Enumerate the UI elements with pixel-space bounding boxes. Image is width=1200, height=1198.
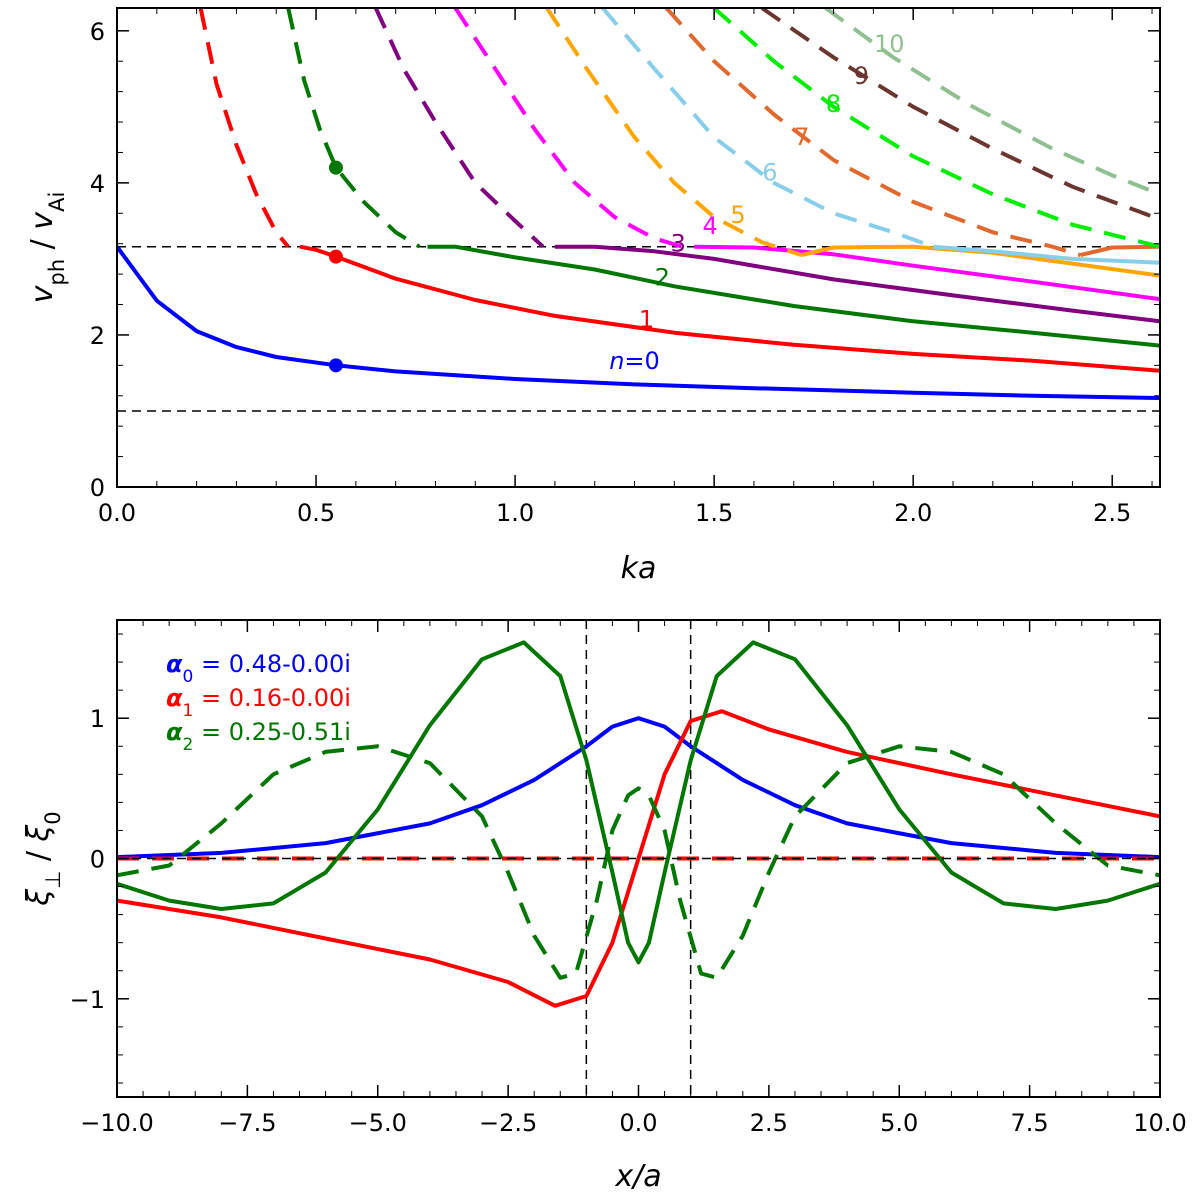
- dispersion-curve-dashed: [664, 8, 1081, 258]
- y-label-main2: v: [25, 211, 60, 230]
- y-tick-label: −1: [70, 986, 105, 1014]
- dispersion-curve-dashed: [453, 8, 683, 249]
- dispersion-curve-solid: [427, 244, 1160, 348]
- axes-frame: [116, 619, 1161, 1098]
- axes-frame: [116, 7, 1161, 488]
- curve-label: 8: [826, 90, 841, 118]
- curve-label: 6: [762, 159, 777, 187]
- x-tick-label: 7.5: [1011, 1109, 1049, 1137]
- eigenfunction-real-solid: [117, 716, 1160, 860]
- y-tick-label: 0: [90, 846, 105, 874]
- marker-point: [328, 358, 343, 373]
- plot-area: [117, 8, 1160, 412]
- y-tick-label: 0: [90, 474, 105, 502]
- dispersion-curve-dashed: [760, 8, 1160, 222]
- dispersion-curve-dashed: [712, 8, 1160, 249]
- x-tick-label: −2.5: [479, 1109, 537, 1137]
- curve-label-suffix: =0: [624, 347, 659, 375]
- y-label-sep: /: [21, 841, 56, 870]
- dispersion-curve-dashed: [198, 8, 290, 248]
- dispersion-curve-dashed: [601, 8, 934, 249]
- y-label-sub: ph: [45, 259, 69, 286]
- dispersion-curve-solid: [1079, 244, 1160, 258]
- legend-symbol: α: [166, 684, 183, 712]
- curve-label: 1: [639, 305, 654, 333]
- dispersion-curve-solid: [554, 244, 1160, 324]
- y-label-main2: ξ: [21, 824, 56, 842]
- legend-entry: α2 = 0.25-0.51i: [166, 718, 351, 755]
- marker-point: [328, 249, 343, 264]
- plot-area: [117, 620, 1160, 1097]
- dispersion-curve-solid: [801, 244, 1160, 278]
- y-tick-label: 2: [90, 322, 105, 350]
- x-tick-label: 0.0: [619, 1109, 657, 1137]
- x-tick-label: 2.0: [894, 499, 932, 527]
- dispersion-curve-dashed: [373, 8, 545, 249]
- eigenfunction-real-solid: [117, 640, 1160, 965]
- dispersion-curve-solid: [694, 244, 1160, 302]
- eigenfunction-imag-dashed: [117, 744, 1160, 980]
- eigenfunction-real-solid: [117, 709, 1160, 1008]
- x-tick-label: 2.5: [750, 1109, 788, 1137]
- legend-subscript: 1: [183, 701, 194, 721]
- x-axis-label: ka: [621, 551, 657, 586]
- y-tick-label: 4: [90, 170, 105, 198]
- curve-label: 2: [655, 264, 670, 292]
- y-label-sub2: Ai: [45, 192, 69, 212]
- x-tick-label: 0.5: [297, 499, 335, 527]
- curve-label: 5: [730, 201, 745, 229]
- dispersion-curve-solid: [932, 244, 1160, 265]
- curve-label: 3: [671, 229, 686, 257]
- x-tick-label: −10.0: [80, 1109, 154, 1137]
- legend-symbol: α: [166, 650, 183, 678]
- x-tick-label: 5.0: [880, 1109, 918, 1137]
- x-tick-label: 1.0: [496, 499, 534, 527]
- dispersion-curve-solid: [117, 245, 1160, 400]
- curve-label: n=0: [609, 347, 660, 375]
- legend-value: = 0.16-0.00i: [193, 684, 351, 712]
- y-axis-label: ξ⊥ / ξ0: [21, 811, 65, 906]
- y-label-main: v: [25, 284, 60, 303]
- curve-label: 4: [703, 212, 718, 240]
- bottom-chart-panel: −10.0 −7.5 −5.0 −2.5 0.0 2.5 5.0 7.5 10.0 −1 0 1 α0 …: [21, 619, 1187, 1194]
- dispersion-curve-dashed: [824, 8, 1160, 197]
- y-label-sub2: 0: [41, 811, 65, 824]
- y-tick-label: 6: [90, 18, 105, 46]
- dispersion-curve-dashed: [286, 8, 421, 249]
- y-tick-label: 1: [90, 705, 105, 733]
- x-tick-label: 2.5: [1093, 499, 1131, 527]
- curve-label: 7: [794, 123, 809, 151]
- y-label-main: ξ: [21, 889, 56, 907]
- x-tick-label: 1.5: [695, 499, 733, 527]
- x-tick-label: −5.0: [349, 1109, 407, 1137]
- x-tick-label: 10.0: [1133, 1109, 1186, 1137]
- x-tick-label: −7.5: [218, 1109, 276, 1137]
- legend-entry: α1 = 0.16-0.00i: [166, 684, 351, 721]
- marker-point: [328, 160, 343, 175]
- curve-label: 9: [854, 62, 869, 90]
- dispersion-curve-dashed: [545, 8, 803, 258]
- y-label-sub: ⊥: [41, 871, 65, 889]
- y-label-sep: /: [25, 230, 60, 259]
- legend-entry: α0 = 0.48-0.00i: [166, 650, 351, 687]
- legend-subscript: 0: [183, 667, 194, 687]
- legend-subscript: 2: [183, 735, 194, 755]
- y-axis-label: vph / vAi: [25, 192, 69, 304]
- legend-value: = 0.48-0.00i: [193, 650, 351, 678]
- x-axis-label: x/a: [614, 1159, 661, 1194]
- x-tick-label: 0.0: [98, 499, 136, 527]
- legend-value: = 0.25-0.51i: [193, 718, 351, 746]
- dispersion-curve-solid: [299, 244, 1160, 373]
- legend-symbol: α: [166, 718, 183, 746]
- curve-label: 10: [874, 30, 905, 58]
- curve-label-prefix: n: [609, 347, 624, 375]
